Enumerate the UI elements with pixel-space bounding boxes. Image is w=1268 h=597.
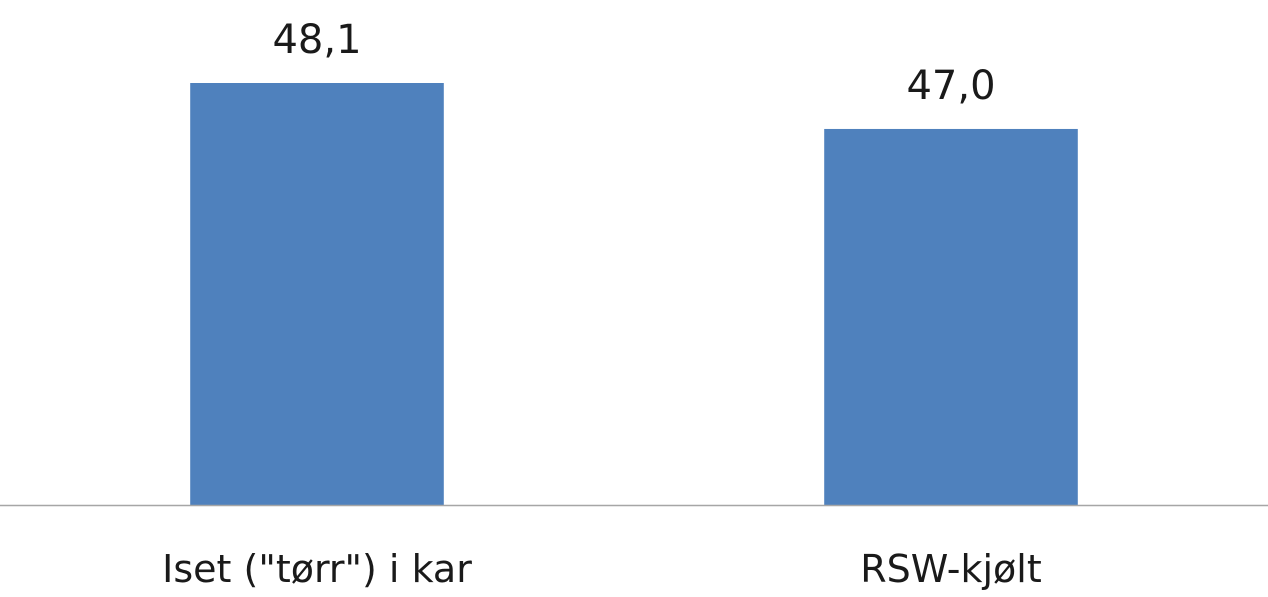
x-tick-label-1: Iset ("tørr") i kar — [162, 547, 472, 591]
data-label-1: 48,1 — [272, 17, 361, 63]
x-tick-label-2: RSW-kjølt — [860, 547, 1042, 591]
bars-group — [190, 83, 1078, 506]
data-labels-group: 48,1 47,0 — [272, 17, 995, 109]
bar-1 — [190, 83, 444, 505]
bar-2 — [824, 128, 1078, 506]
data-label-2: 47,0 — [906, 63, 995, 109]
x-tick-labels-group: Iset ("tørr") i kar RSW-kjølt — [162, 547, 1042, 591]
